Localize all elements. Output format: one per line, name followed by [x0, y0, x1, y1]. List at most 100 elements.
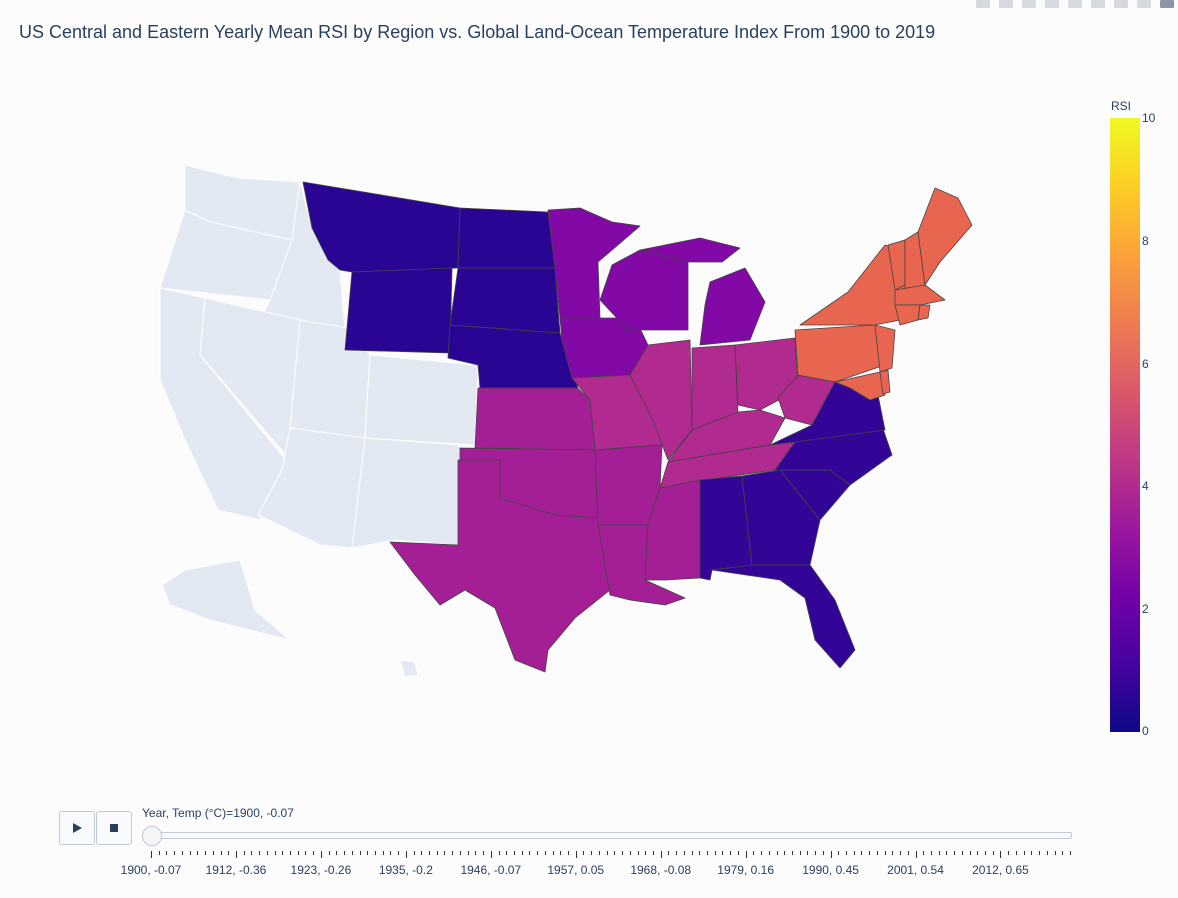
- lasso-icon[interactable]: [1045, 0, 1059, 8]
- state-GA[interactable]: [741, 469, 821, 566]
- slider-knob[interactable]: [142, 826, 162, 846]
- play-button[interactable]: [59, 811, 95, 845]
- slider-tick: [884, 851, 886, 855]
- slider-tick: [830, 851, 832, 858]
- slider-tick: [235, 851, 237, 858]
- state-MI[interactable]: [699, 267, 766, 346]
- zoom-in-icon[interactable]: [1068, 0, 1082, 8]
- state-CO[interactable]: [364, 354, 479, 446]
- slider-tick: [652, 851, 654, 855]
- slider-tick: [915, 851, 917, 858]
- slider-tick: [320, 851, 322, 858]
- state-HI[interactable]: [399, 659, 419, 678]
- slider-tick-label[interactable]: 1957, 0.05: [547, 863, 605, 877]
- slider-tick: [946, 851, 948, 855]
- slider-tick: [791, 851, 793, 855]
- state-IL[interactable]: [629, 339, 693, 461]
- state-TX[interactable]: [389, 459, 611, 673]
- state-NM[interactable]: [351, 437, 461, 549]
- slider-tick-label[interactable]: 1968, -0.08: [630, 863, 692, 877]
- slider-tick: [969, 851, 971, 855]
- slider-tick: [861, 851, 863, 855]
- chart-title: US Central and Eastern Yearly Mean RSI b…: [19, 22, 936, 42]
- slider-tick: [637, 851, 639, 855]
- state-PA[interactable]: [794, 324, 886, 383]
- slider-tick: [444, 851, 446, 855]
- slider-tick: [259, 851, 261, 855]
- slider-tick: [459, 851, 461, 855]
- slider-tick: [328, 851, 330, 855]
- zoom-out-icon[interactable]: [1091, 0, 1105, 8]
- state-MA[interactable]: [894, 284, 946, 306]
- slider-tick: [1062, 851, 1064, 855]
- colorbar-tick: 0: [1142, 724, 1149, 738]
- slider-tick: [1046, 851, 1048, 855]
- slider-tick: [1023, 851, 1025, 855]
- slider-tick: [475, 851, 477, 855]
- select-icon[interactable]: [1022, 0, 1036, 8]
- slider-tick: [707, 851, 709, 855]
- state-NJ[interactable]: [874, 324, 896, 373]
- slider-tick-label[interactable]: 1912, -0.36: [205, 863, 267, 877]
- state-KS[interactable]: [474, 387, 596, 451]
- slider-tick: [606, 851, 608, 855]
- slider-tick: [506, 851, 508, 855]
- state-DE[interactable]: [879, 369, 891, 395]
- data-states: [302, 181, 973, 673]
- slider-tick-label[interactable]: 1935, -0.2: [378, 863, 433, 877]
- slider-tick: [768, 851, 770, 855]
- slider-tick-label[interactable]: 2001, 0.54: [887, 863, 944, 877]
- state-MI-up[interactable]: [639, 237, 741, 263]
- slider-tick: [614, 851, 616, 855]
- slider-tick: [568, 851, 570, 855]
- slider-tick: [1031, 851, 1033, 855]
- slider-tick: [737, 851, 739, 855]
- state-ME[interactable]: [917, 187, 973, 286]
- plotly-logo-icon[interactable]: [1160, 0, 1174, 8]
- slider-tick-label[interactable]: 1979, 0.16: [717, 863, 774, 877]
- slider-rail[interactable]: [151, 832, 1072, 839]
- colorbar-tick: 10: [1142, 111, 1156, 125]
- slider-tick-label[interactable]: 1923, -0.26: [290, 863, 352, 877]
- slider-tick: [683, 851, 685, 855]
- slider-tick: [714, 851, 716, 855]
- slider-tick-label[interactable]: 1990, 0.45: [802, 863, 859, 877]
- slider-tick: [676, 851, 678, 855]
- slider-tick: [846, 851, 848, 855]
- slider-tick: [977, 851, 979, 855]
- state-CT[interactable]: [894, 304, 921, 326]
- slider-tick: [645, 851, 647, 855]
- slider-tick: [1039, 851, 1041, 855]
- slider-tick: [699, 851, 701, 855]
- state-AK[interactable]: [161, 559, 291, 641]
- slider-tick: [591, 851, 593, 855]
- modebar[interactable]: [976, 0, 1174, 10]
- slider-prefix: Year, Temp (°C)=: [142, 806, 234, 820]
- state-FL[interactable]: [711, 564, 856, 669]
- state-SD[interactable]: [449, 267, 561, 334]
- stop-button[interactable]: [96, 811, 132, 845]
- slider-tick: [961, 851, 963, 855]
- slider-tick-label[interactable]: 2012, 0.65: [972, 863, 1029, 877]
- slider-current: 1900, -0.07: [233, 806, 294, 820]
- pan-icon[interactable]: [999, 0, 1013, 8]
- slider-tick: [174, 851, 176, 855]
- slider-tick: [583, 851, 585, 855]
- slider-tick-label[interactable]: 1900, -0.07: [120, 863, 182, 877]
- slider-tick: [282, 851, 284, 855]
- slider-tick: [784, 851, 786, 855]
- slider-tick: [359, 851, 361, 855]
- slider-tick: [985, 851, 987, 855]
- slider-current-value: Year, Temp (°C)=1900, -0.07: [142, 806, 294, 820]
- slider-tick: [598, 851, 600, 855]
- state-MD[interactable]: [834, 371, 886, 401]
- state-WY[interactable]: [344, 267, 453, 354]
- camera-icon[interactable]: [976, 0, 990, 8]
- state-MN[interactable]: [547, 207, 641, 319]
- reset-icon[interactable]: [1114, 0, 1128, 8]
- slider-tick-label[interactable]: 1946, -0.07: [460, 863, 522, 877]
- state-ND[interactable]: [457, 207, 556, 269]
- slider-tick: [374, 851, 376, 855]
- state-RI[interactable]: [917, 304, 931, 321]
- hover-icon[interactable]: [1137, 0, 1151, 8]
